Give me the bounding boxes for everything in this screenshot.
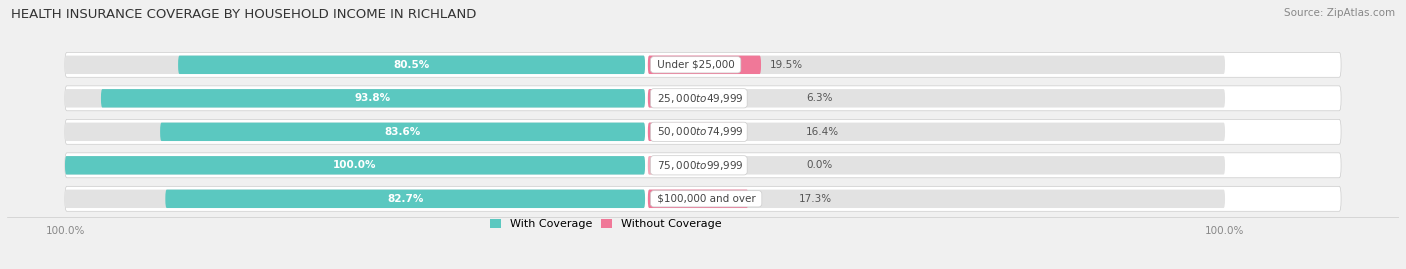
Text: $25,000 to $49,999: $25,000 to $49,999 [654,92,744,105]
Legend: With Coverage, Without Coverage: With Coverage, Without Coverage [489,219,721,229]
Text: 0.0%: 0.0% [806,160,832,170]
Text: 93.8%: 93.8% [354,93,391,103]
Text: 83.6%: 83.6% [384,127,420,137]
Text: $50,000 to $74,999: $50,000 to $74,999 [654,125,744,138]
Text: $100,000 and over: $100,000 and over [654,194,759,204]
FancyBboxPatch shape [648,156,1225,175]
Text: 82.7%: 82.7% [387,194,423,204]
FancyBboxPatch shape [65,86,1341,111]
FancyBboxPatch shape [65,186,1341,211]
FancyBboxPatch shape [648,123,1225,141]
FancyBboxPatch shape [101,89,645,108]
Text: Source: ZipAtlas.com: Source: ZipAtlas.com [1284,8,1395,18]
FancyBboxPatch shape [179,56,645,74]
FancyBboxPatch shape [648,156,665,175]
Text: $75,000 to $99,999: $75,000 to $99,999 [654,159,744,172]
FancyBboxPatch shape [65,156,645,175]
FancyBboxPatch shape [65,52,1341,77]
Text: HEALTH INSURANCE COVERAGE BY HOUSEHOLD INCOME IN RICHLAND: HEALTH INSURANCE COVERAGE BY HOUSEHOLD I… [11,8,477,21]
Text: 100.0%: 100.0% [333,160,377,170]
Text: 6.3%: 6.3% [806,93,832,103]
FancyBboxPatch shape [65,156,645,175]
FancyBboxPatch shape [648,190,748,208]
FancyBboxPatch shape [65,153,1341,178]
FancyBboxPatch shape [166,190,645,208]
Text: 80.5%: 80.5% [394,60,430,70]
Text: 17.3%: 17.3% [799,194,831,204]
FancyBboxPatch shape [648,123,742,141]
FancyBboxPatch shape [648,190,1225,208]
FancyBboxPatch shape [65,190,645,208]
Text: 16.4%: 16.4% [806,127,839,137]
FancyBboxPatch shape [65,89,645,108]
FancyBboxPatch shape [65,119,1341,144]
FancyBboxPatch shape [65,56,645,74]
FancyBboxPatch shape [648,89,685,108]
FancyBboxPatch shape [160,123,645,141]
FancyBboxPatch shape [65,123,645,141]
Text: Under $25,000: Under $25,000 [654,60,738,70]
FancyBboxPatch shape [648,56,1225,74]
Text: 19.5%: 19.5% [769,60,803,70]
FancyBboxPatch shape [648,89,1225,108]
FancyBboxPatch shape [648,56,761,74]
